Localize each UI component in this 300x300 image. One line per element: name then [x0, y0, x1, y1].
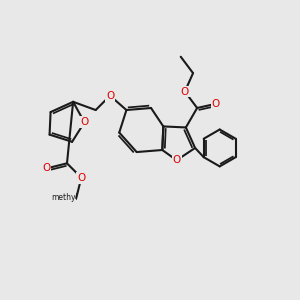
Text: O: O — [212, 99, 220, 109]
Text: O: O — [77, 173, 86, 183]
Text: O: O — [42, 164, 51, 173]
Text: O: O — [80, 117, 88, 127]
Text: O: O — [172, 155, 181, 165]
Text: O: O — [181, 87, 189, 97]
Text: O: O — [106, 91, 114, 101]
Text: methyl: methyl — [52, 193, 78, 202]
